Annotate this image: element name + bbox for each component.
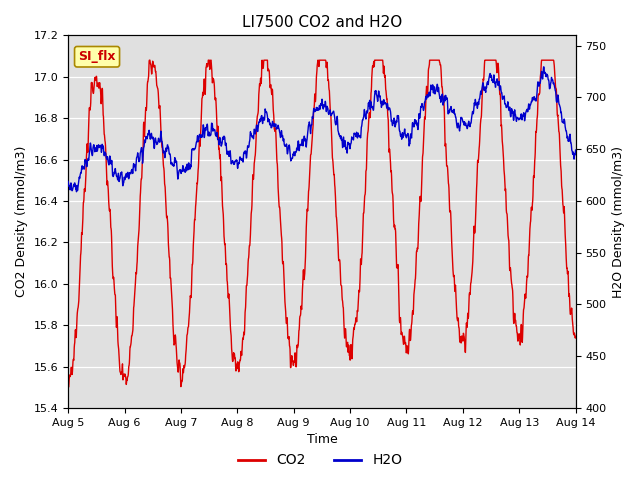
CO2 <box>64 381 72 386</box>
H2O <box>73 189 81 194</box>
Y-axis label: H2O Density (mmol/m3): H2O Density (mmol/m3) <box>612 145 625 298</box>
CO2 <box>557 176 565 181</box>
H2O <box>64 179 72 184</box>
X-axis label: Time: Time <box>307 433 337 446</box>
CO2 <box>65 384 72 390</box>
CO2 <box>465 315 472 321</box>
H2O <box>298 140 305 145</box>
Legend: CO2, H2O: CO2, H2O <box>232 448 408 473</box>
CO2 <box>557 168 565 174</box>
Title: LI7500 CO2 and H2O: LI7500 CO2 and H2O <box>242 15 402 30</box>
Text: SI_flx: SI_flx <box>78 50 116 63</box>
CO2 <box>312 99 319 105</box>
CO2 <box>572 334 579 339</box>
CO2 <box>90 81 98 86</box>
H2O <box>90 143 98 149</box>
H2O <box>311 108 319 113</box>
H2O <box>464 121 472 127</box>
CO2 <box>145 57 153 63</box>
H2O <box>557 109 565 115</box>
Line: H2O: H2O <box>68 67 575 192</box>
Line: CO2: CO2 <box>68 60 575 387</box>
Y-axis label: CO2 Density (mmol/m3): CO2 Density (mmol/m3) <box>15 146 28 297</box>
H2O <box>540 64 547 70</box>
H2O <box>572 147 579 153</box>
CO2 <box>298 301 306 307</box>
H2O <box>557 110 565 116</box>
